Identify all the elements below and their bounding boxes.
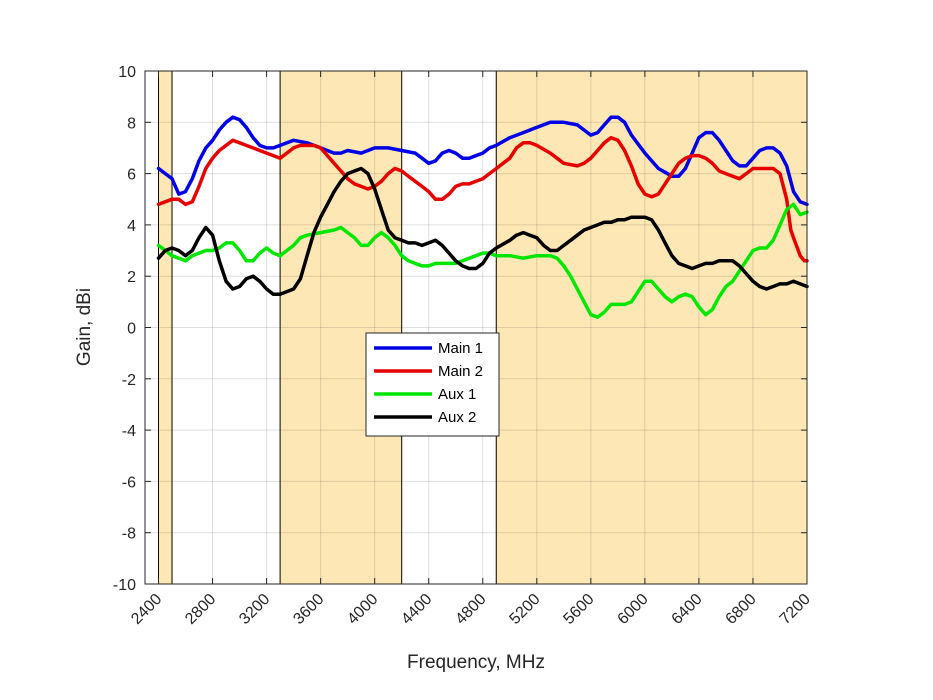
legend-label-3: Aux 2 (438, 409, 476, 426)
series-line-main-1 (156, 115, 809, 207)
y-tick-label-9: 8 (127, 115, 136, 132)
shaded-bands (158, 71, 808, 584)
legend: Main 1 Main 2 Aux 1 Aux 2 (365, 332, 500, 437)
x-axis-label: Frequency, MHz (407, 652, 545, 673)
y-tick-label-6: 2 (127, 269, 136, 286)
series-line-aux-2 (156, 166, 809, 296)
series-lines (156, 115, 809, 319)
y-tick-label-8: 6 (127, 167, 136, 184)
shaded-band-1 (280, 71, 402, 584)
legend-box (365, 332, 500, 437)
y-tick-label-0: -10 (113, 577, 136, 594)
y-tick-label-5: 0 (127, 321, 136, 338)
y-tick-label-7: 4 (127, 218, 136, 235)
legend-label-1: Main 2 (438, 363, 483, 380)
series-line-aux-1 (156, 202, 809, 319)
y-tick-label-3: -4 (122, 423, 136, 440)
series-line-main-2 (156, 135, 809, 263)
y-tick-label-2: -6 (122, 474, 136, 491)
y-axis-label: Gain, dBi (74, 288, 95, 366)
legend-label-2: Aux 1 (438, 386, 476, 403)
y-tick-label-10: 10 (118, 64, 136, 81)
y-tick-label-4: -2 (122, 372, 136, 389)
y-tick-label-1: -8 (122, 526, 136, 543)
legend-label-0: Main 1 (438, 340, 483, 357)
